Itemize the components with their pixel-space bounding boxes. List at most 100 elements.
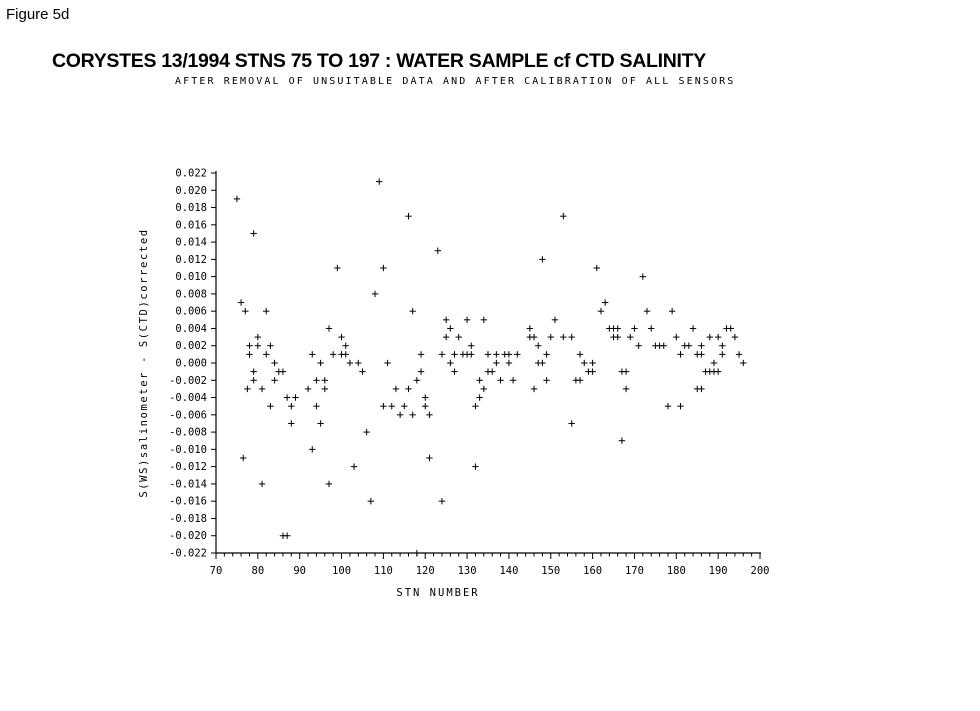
y-tick-label: -0.010: [169, 444, 207, 456]
data-point: [668, 307, 676, 315]
data-point: [493, 359, 500, 367]
data-point: [560, 212, 567, 220]
data-point: [271, 359, 278, 367]
data-point: [417, 351, 425, 358]
data-point: [401, 402, 408, 410]
data-point: [313, 402, 320, 410]
data-point: [560, 333, 567, 341]
x-tick-label: 190: [709, 565, 728, 577]
data-point: [434, 247, 441, 254]
x-tick-label: 140: [499, 565, 518, 577]
data-point: [719, 351, 726, 358]
data-point: [409, 307, 416, 315]
data-point: [493, 351, 500, 358]
data-point: [250, 377, 257, 384]
y-tick-label: 0.020: [175, 185, 207, 197]
data-point: [309, 446, 316, 453]
data-point: [417, 368, 425, 375]
data-point: [371, 290, 379, 298]
y-tick-label: -0.022: [169, 548, 207, 560]
data-point: [714, 368, 722, 375]
data-point: [480, 385, 488, 393]
data-point: [568, 333, 575, 341]
data-point: [593, 264, 600, 272]
data-point: [735, 351, 743, 358]
data-point: [267, 402, 274, 410]
data-point: [622, 368, 630, 375]
data-point: [413, 549, 421, 557]
data-point: [342, 342, 349, 349]
data-point: [635, 342, 642, 349]
data-point: [727, 325, 734, 332]
data-point: [376, 178, 383, 185]
data-point: [601, 299, 609, 306]
chart-title: CORYSTES 13/1994 STNS 75 TO 197 : WATER …: [52, 50, 706, 72]
data-point: [263, 307, 270, 315]
data-point: [509, 377, 517, 384]
data-point: [325, 325, 333, 332]
data-point: [283, 394, 291, 401]
data-point: [685, 342, 693, 349]
data-point: [342, 351, 349, 358]
data-point: [288, 402, 295, 410]
data-point: [698, 342, 705, 349]
data-point: [242, 307, 249, 315]
data-point: [719, 342, 726, 349]
data-point: [677, 351, 684, 358]
data-point: [258, 385, 266, 393]
data-point: [710, 359, 718, 367]
data-point: [438, 497, 446, 505]
data-point: [447, 359, 454, 367]
data-point: [363, 428, 370, 436]
data-point: [589, 359, 596, 367]
data-point: [250, 230, 257, 237]
data-point: [321, 385, 328, 393]
data-point: [539, 359, 546, 367]
data-point: [244, 385, 251, 393]
data-point: [250, 368, 257, 375]
data-point: [539, 256, 546, 263]
data-point: [233, 195, 241, 203]
y-tick-label: 0.002: [175, 340, 207, 352]
data-point: [698, 385, 705, 393]
y-tick-label: -0.014: [169, 478, 207, 490]
data-point: [367, 497, 375, 505]
data-point: [639, 273, 647, 280]
x-tick-label: 180: [667, 565, 686, 577]
plot-axes: [215, 171, 761, 554]
y-tick-label: 0.014: [175, 237, 207, 249]
data-point: [317, 420, 324, 427]
data-point: [648, 325, 655, 332]
data-point: [263, 351, 270, 358]
data-point: [463, 316, 471, 324]
data-point: [426, 454, 433, 462]
data-point: [409, 411, 416, 419]
y-tick-label: 0.010: [175, 271, 207, 283]
data-point: [380, 402, 387, 410]
x-tick-label: 100: [332, 565, 351, 577]
data-point: [267, 342, 274, 349]
data-point: [576, 351, 584, 358]
data-point: [476, 377, 483, 384]
data-point: [740, 359, 747, 367]
data-point: [413, 377, 421, 384]
data-point: [442, 316, 450, 324]
data-point: [614, 333, 621, 341]
data-point: [698, 351, 705, 358]
data-point: [597, 307, 605, 315]
y-tick-label: 0.006: [175, 306, 207, 318]
data-point: [551, 316, 559, 324]
data-point: [643, 307, 651, 315]
data-point: [484, 351, 492, 358]
data-point: [706, 333, 713, 341]
data-point: [329, 351, 337, 358]
y-tick-label: 0.018: [175, 202, 207, 214]
data-point: [673, 333, 680, 341]
data-point: [660, 342, 667, 349]
data-point: [731, 333, 739, 341]
data-point: [388, 402, 395, 410]
data-point: [422, 402, 429, 410]
y-tick-label: 0.000: [175, 358, 207, 370]
chart-subtitle: AFTER REMOVAL OF UNSUITABLE DATA AND AFT…: [175, 76, 736, 87]
data-point: [447, 325, 454, 332]
